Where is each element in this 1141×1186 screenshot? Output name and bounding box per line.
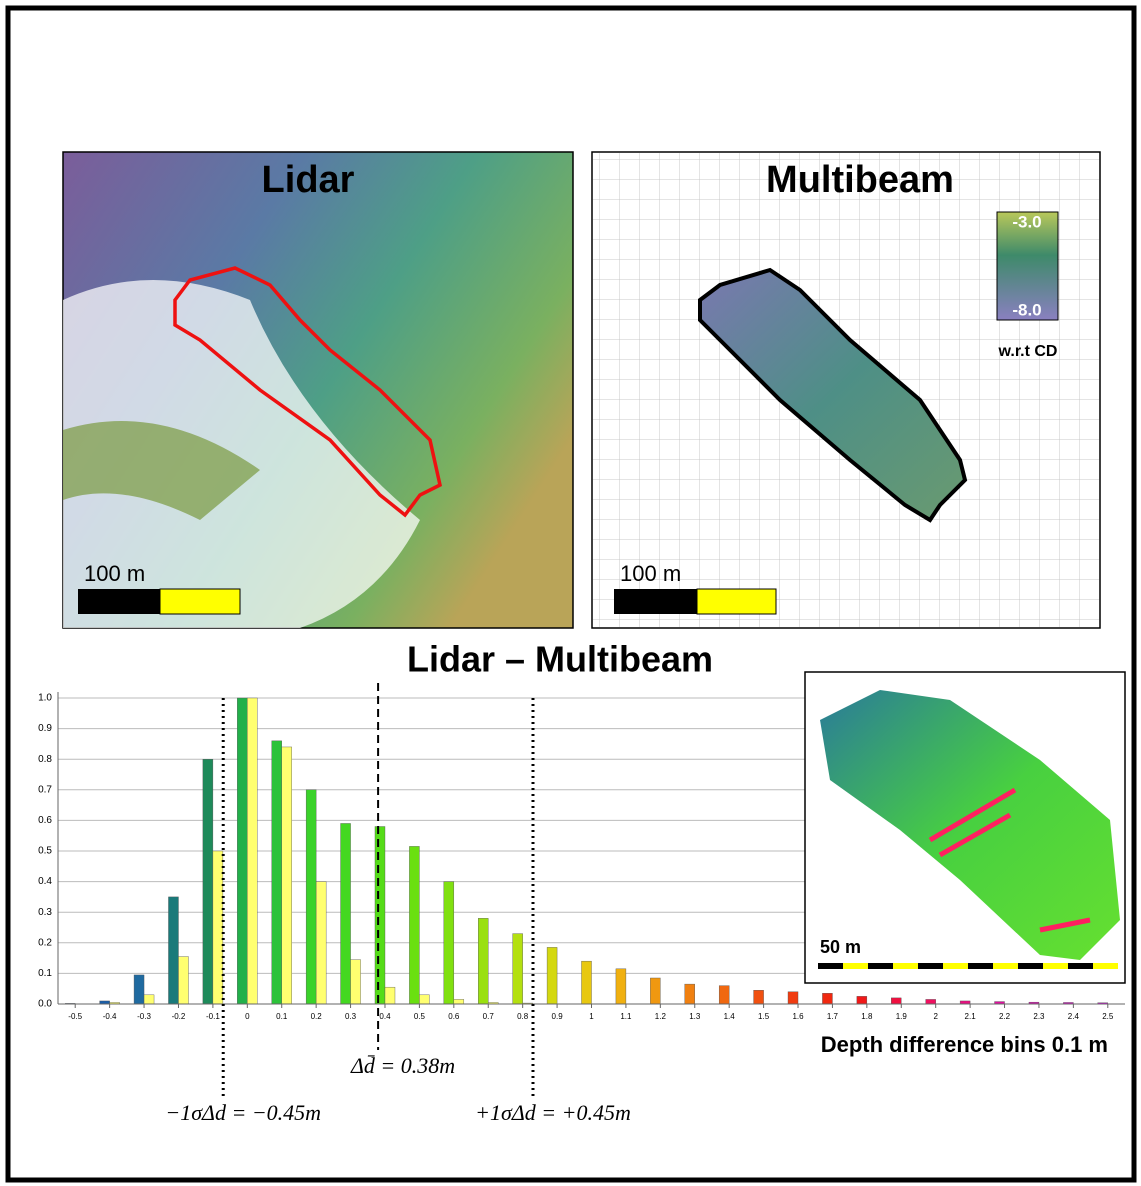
x-tick-label: 1.7 [827, 1012, 839, 1021]
x-tick-label: 1.5 [758, 1012, 770, 1021]
x-tick-label: 1.2 [655, 1012, 667, 1021]
y-tick-label: 0.3 [38, 907, 52, 918]
x-tick-label: 0.5 [414, 1012, 426, 1021]
bar [857, 996, 867, 1004]
y-tick-label: 0.8 [38, 754, 52, 765]
bar [650, 978, 660, 1004]
x-tick-label: 0.9 [552, 1012, 564, 1021]
bar [237, 698, 247, 1004]
page: Lidar 100 m Multibeam -3.0 -8.0 w.r.t CD… [0, 0, 1141, 1186]
x-tick-label: -0.2 [172, 1012, 186, 1021]
y-tick-label: 1.0 [38, 693, 52, 704]
bar [616, 969, 626, 1004]
inset: 50 m [805, 672, 1125, 983]
x-tick-label: 0.8 [517, 1012, 529, 1021]
bar [822, 993, 832, 1004]
colorbar-label: -3.0 [1012, 212, 1041, 231]
bar [282, 747, 292, 1004]
bar [385, 987, 395, 1004]
x-tick-label: 1.4 [724, 1012, 736, 1021]
bar [891, 998, 901, 1004]
x-tick-label: 1 [589, 1012, 594, 1021]
bar [213, 851, 223, 1004]
bar [144, 995, 154, 1004]
bar [926, 999, 936, 1004]
x-tick-label: -0.3 [137, 1012, 151, 1021]
bar [168, 897, 178, 1004]
bar [409, 846, 419, 1004]
map-title: Multibeam [766, 159, 954, 201]
x-tick-label: 0.3 [345, 1012, 357, 1021]
bar [178, 957, 188, 1004]
bar [719, 986, 729, 1004]
y-tick-label: 0.2 [38, 937, 52, 948]
bar [351, 960, 361, 1004]
colorbar-title: w.r.t CD [998, 343, 1058, 360]
y-tick-label: 0.4 [38, 876, 52, 887]
x-tick-label: 1.1 [620, 1012, 632, 1021]
bar [444, 882, 454, 1004]
x-tick-label: 2.2 [999, 1012, 1011, 1021]
x-tick-label: 0.6 [448, 1012, 460, 1021]
bar [341, 823, 351, 1004]
x-tick-label: -0.5 [68, 1012, 82, 1021]
bar [788, 992, 798, 1004]
x-tick-label: 0 [245, 1012, 250, 1021]
colorbar-label: -8.0 [1012, 300, 1041, 319]
scale-label: 100 m [620, 561, 681, 586]
y-tick-label: 0.6 [38, 815, 52, 826]
bar [685, 984, 695, 1004]
x-tick-label: 2.4 [1068, 1012, 1080, 1021]
bar [547, 947, 557, 1004]
x-tick-label: 2.5 [1102, 1012, 1114, 1021]
x-tick-label: 0.4 [379, 1012, 391, 1021]
bar [454, 999, 464, 1004]
scale-bar [78, 589, 160, 614]
y-tick-label: 0.1 [38, 968, 52, 979]
bar [478, 918, 488, 1004]
x-tick-label: -0.4 [103, 1012, 117, 1021]
bar [754, 990, 764, 1004]
scale-bar [160, 589, 240, 614]
bar [513, 934, 523, 1004]
bar [306, 790, 316, 1004]
y-tick-label: 0.9 [38, 723, 52, 734]
x-tick-label: 1.6 [792, 1012, 804, 1021]
bar [272, 741, 282, 1004]
x-tick-label: 0.2 [311, 1012, 323, 1021]
x-tick-label: 1.9 [896, 1012, 908, 1021]
annotation: −1σΔd = −0.45m [165, 1100, 321, 1125]
bar [247, 698, 257, 1004]
x-tick-label: 1.3 [689, 1012, 701, 1021]
bar [582, 961, 592, 1004]
x-tick-label: -0.1 [206, 1012, 220, 1021]
x-axis-label: Depth difference bins 0.1 m [821, 1032, 1108, 1057]
annotation: +1σΔd = +0.45m [475, 1100, 631, 1125]
scale-label: 100 m [84, 561, 145, 586]
x-tick-label: 2.3 [1033, 1012, 1045, 1021]
map-title: Lidar [262, 159, 355, 201]
scale-bar [697, 589, 776, 614]
y-tick-label: 0.7 [38, 784, 52, 795]
x-tick-label: 2.1 [965, 1012, 977, 1021]
annotation: Δd̄ = 0.38m [350, 1053, 455, 1078]
y-tick-label: 0.0 [38, 999, 52, 1010]
x-tick-label: 0.1 [276, 1012, 288, 1021]
scale-label: 50 m [820, 937, 861, 957]
x-tick-label: 1.8 [861, 1012, 873, 1021]
bar [134, 975, 144, 1004]
x-tick-label: 0.7 [483, 1012, 495, 1021]
y-tick-label: 0.5 [38, 846, 52, 857]
bar [375, 827, 385, 1004]
scale-bar [614, 589, 697, 614]
bar [203, 759, 213, 1004]
x-tick-label: 2 [933, 1012, 938, 1021]
chart-title: Lidar – Multibeam [407, 639, 713, 680]
bar [419, 995, 429, 1004]
figure: Lidar 100 m Multibeam -3.0 -8.0 w.r.t CD… [0, 0, 1141, 1186]
bar [316, 882, 326, 1004]
